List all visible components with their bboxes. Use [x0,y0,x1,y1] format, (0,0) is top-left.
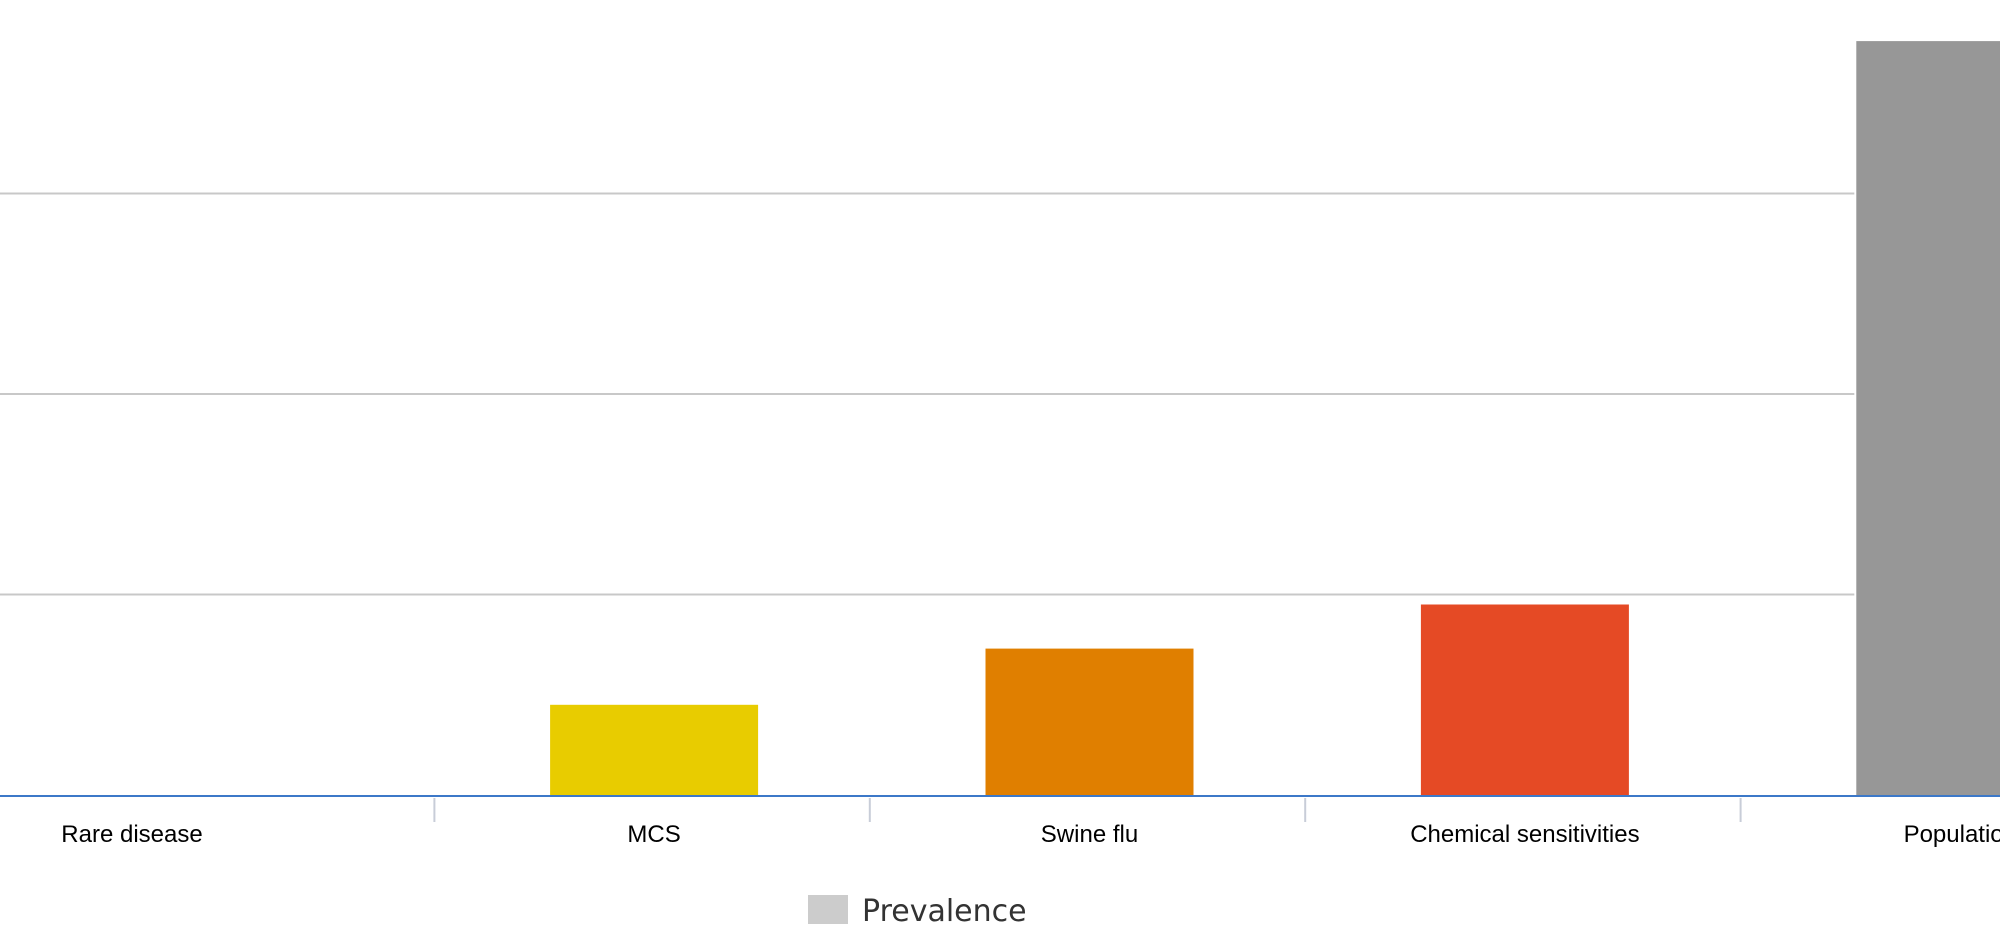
bars [550,41,2000,796]
bar-population [1856,41,2000,796]
legend: Prevalence [808,894,1027,929]
bar-chemical-sensitivities [1420,604,1629,795]
x-axis-labels: Rare disease MCS Swine flu Chemical sensiti… [61,821,2000,848]
x-label-rare-disease: Rare disease [61,821,202,848]
x-label-chemical-sensitivities: Chemical sensitivities [1410,821,1639,848]
bar-mcs [550,704,759,795]
x-label-swine-flu: Swine flu [1041,821,1138,848]
x-label-population: Population [1904,821,2000,848]
legend-label-prevalence: Prevalence [862,894,1027,929]
gridlines [0,192,1855,596]
bar-swine-flu [985,648,1194,795]
x-axis-ticks [433,798,1742,822]
legend-swatch-prevalence [808,895,848,924]
x-label-mcs: MCS [627,821,680,848]
